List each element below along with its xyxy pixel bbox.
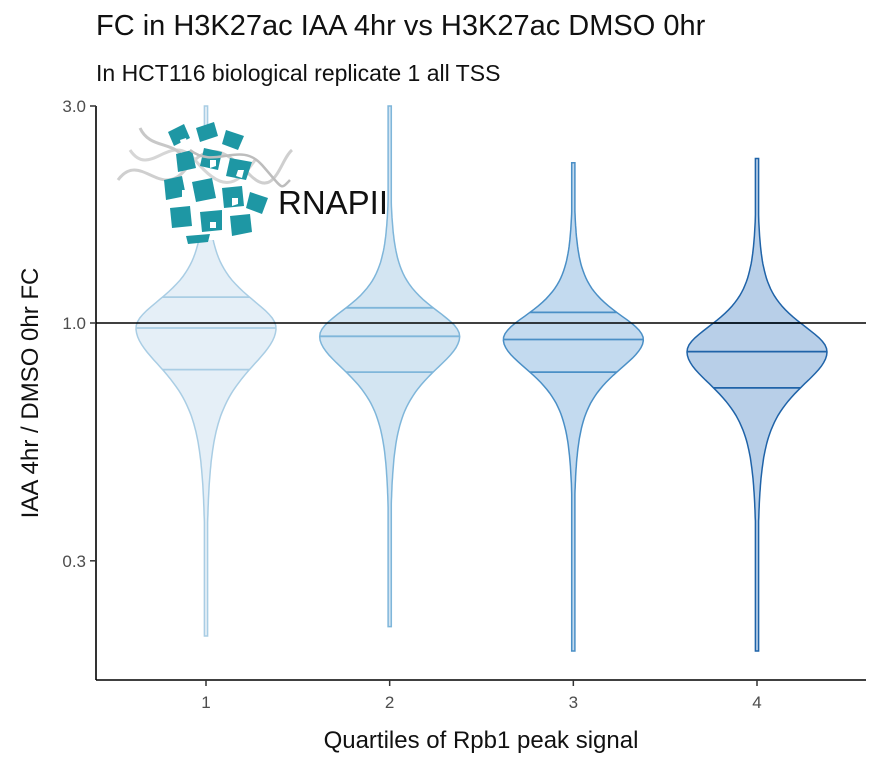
chart-title: FC in H3K27ac IAA 4hr vs H3K27ac DMSO 0h… [96,10,706,42]
violin-3 [502,162,645,652]
rnapii-protein-icon [116,122,294,244]
y-tick-label: 0.3 [62,552,86,571]
violin-body [686,157,828,652]
y-tick-label: 3.0 [62,97,86,116]
y-axis-title: IAA 4hr / DMSO 0hr FC [17,268,44,519]
x-tick-label: 4 [752,693,761,712]
x-axis: 1 2 3 4 [96,679,866,712]
x-tick-label: 3 [569,693,578,712]
annotation-label: RNAPII [278,184,388,221]
y-tick-label: 1.0 [62,314,86,333]
violin-body [318,105,461,628]
violin-1 [135,105,277,637]
violin-body [502,162,645,652]
x-axis-title: Quartiles of Rpb1 peak signal [324,727,639,754]
chart-subtitle: In HCT116 biological replicate 1 all TSS [96,60,501,86]
violin-2 [318,105,461,628]
y-axis: 0.3 1.0 3.0 [62,97,97,680]
violin-body [135,105,277,637]
x-tick-label: 1 [201,693,210,712]
violin-4 [686,157,828,652]
x-tick-label: 2 [385,693,394,712]
